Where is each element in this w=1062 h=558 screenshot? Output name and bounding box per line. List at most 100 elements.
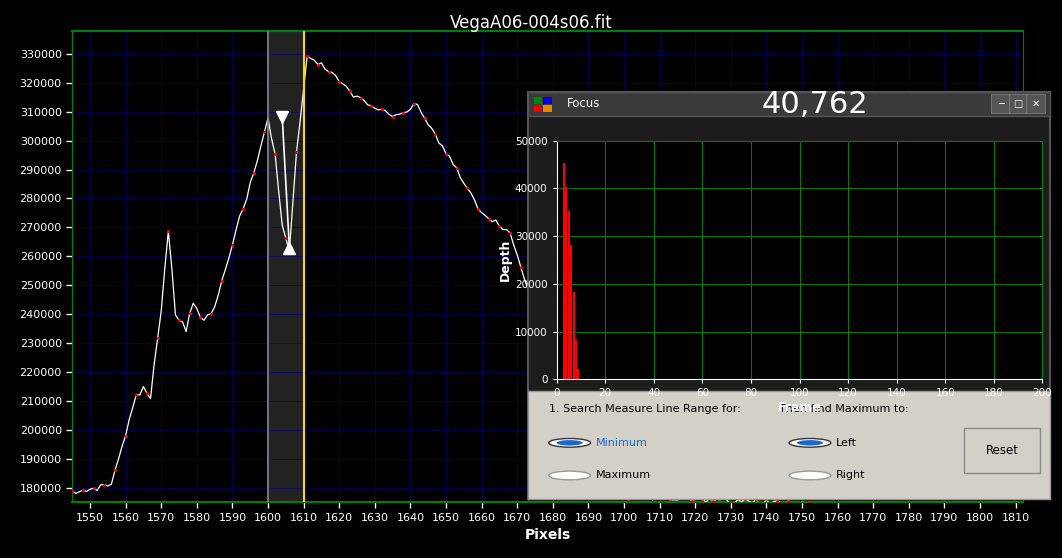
Point	[298, 51, 315, 60]
Point	[85, 484, 102, 493]
Point	[790, 499, 807, 508]
Point	[725, 499, 742, 508]
Point	[907, 504, 924, 513]
Y-axis label: Depth: Depth	[499, 239, 512, 281]
Text: ─: ─	[997, 99, 1004, 109]
Point	[758, 494, 775, 503]
Point	[501, 228, 518, 237]
Point	[662, 496, 679, 504]
Point	[149, 334, 166, 343]
Point	[875, 503, 892, 512]
Point	[224, 240, 241, 249]
Point	[972, 505, 989, 514]
Point	[811, 502, 828, 511]
Point	[545, 406, 562, 415]
Point	[363, 101, 380, 110]
Point	[619, 495, 636, 504]
Point	[1014, 508, 1031, 517]
Point	[523, 297, 539, 306]
Point	[277, 234, 294, 243]
Circle shape	[549, 471, 590, 480]
Point	[780, 497, 796, 506]
Point	[896, 503, 913, 512]
Point	[566, 472, 583, 481]
Point	[427, 129, 444, 138]
Point	[715, 494, 732, 503]
Text: Minimum: Minimum	[596, 438, 648, 448]
Point	[127, 390, 144, 399]
Text: ✕: ✕	[1031, 99, 1040, 109]
Bar	[534, 105, 543, 112]
Point	[160, 227, 177, 236]
Point	[609, 490, 626, 499]
Point	[416, 114, 433, 123]
Point	[182, 309, 199, 318]
Point	[491, 222, 508, 230]
Point	[469, 205, 486, 214]
Point	[245, 169, 262, 177]
Text: 40,762: 40,762	[761, 90, 869, 119]
Text: Focus: Focus	[567, 97, 600, 110]
Bar	[534, 97, 543, 104]
Point	[533, 348, 550, 357]
Text: Maximum: Maximum	[596, 470, 651, 480]
Point	[438, 149, 455, 158]
Bar	[544, 97, 552, 104]
Point	[374, 105, 391, 114]
Point	[801, 498, 818, 507]
Point	[330, 77, 347, 86]
X-axis label: Pixels: Pixels	[525, 528, 570, 542]
Point	[256, 128, 273, 137]
Point	[651, 492, 668, 501]
Text: Right: Right	[836, 470, 866, 480]
Circle shape	[796, 440, 823, 445]
Point	[961, 506, 978, 515]
Point	[704, 497, 721, 506]
Point	[993, 506, 1010, 515]
Point	[950, 508, 967, 517]
Text: □: □	[1013, 99, 1023, 109]
Point	[512, 263, 529, 272]
Point	[171, 316, 188, 325]
Point	[353, 93, 370, 102]
Bar	[268, 31, 304, 502]
Point	[598, 490, 615, 499]
Bar	[1026, 94, 1045, 113]
Bar	[991, 94, 1010, 113]
Point	[203, 309, 220, 318]
Point	[384, 112, 401, 121]
Point	[1004, 505, 1021, 514]
Point	[672, 494, 689, 503]
Point	[577, 492, 594, 501]
Circle shape	[556, 440, 583, 445]
Point	[448, 163, 465, 172]
Point	[406, 99, 423, 108]
Circle shape	[789, 439, 830, 447]
X-axis label: Frame: Frame	[777, 401, 821, 414]
Text: Left: Left	[836, 438, 857, 448]
Point	[213, 276, 230, 285]
Point	[940, 503, 957, 512]
Point	[640, 490, 657, 499]
Point	[138, 389, 155, 398]
Point	[96, 480, 113, 489]
Point	[64, 486, 81, 495]
Point	[918, 504, 935, 513]
Point	[74, 486, 91, 495]
Bar	[1009, 94, 1027, 113]
Point	[309, 60, 326, 69]
Point	[630, 491, 647, 500]
Point	[854, 502, 871, 511]
Circle shape	[789, 471, 830, 480]
Point	[459, 184, 476, 193]
Point	[395, 108, 412, 117]
Point	[843, 500, 860, 509]
Point	[748, 496, 765, 504]
Point	[929, 504, 946, 513]
Text: Then find Maximum to:: Then find Maximum to:	[778, 403, 908, 413]
Point	[235, 204, 252, 213]
Bar	[544, 105, 552, 112]
Point	[737, 495, 754, 504]
Point	[982, 507, 999, 516]
Point	[288, 148, 305, 157]
